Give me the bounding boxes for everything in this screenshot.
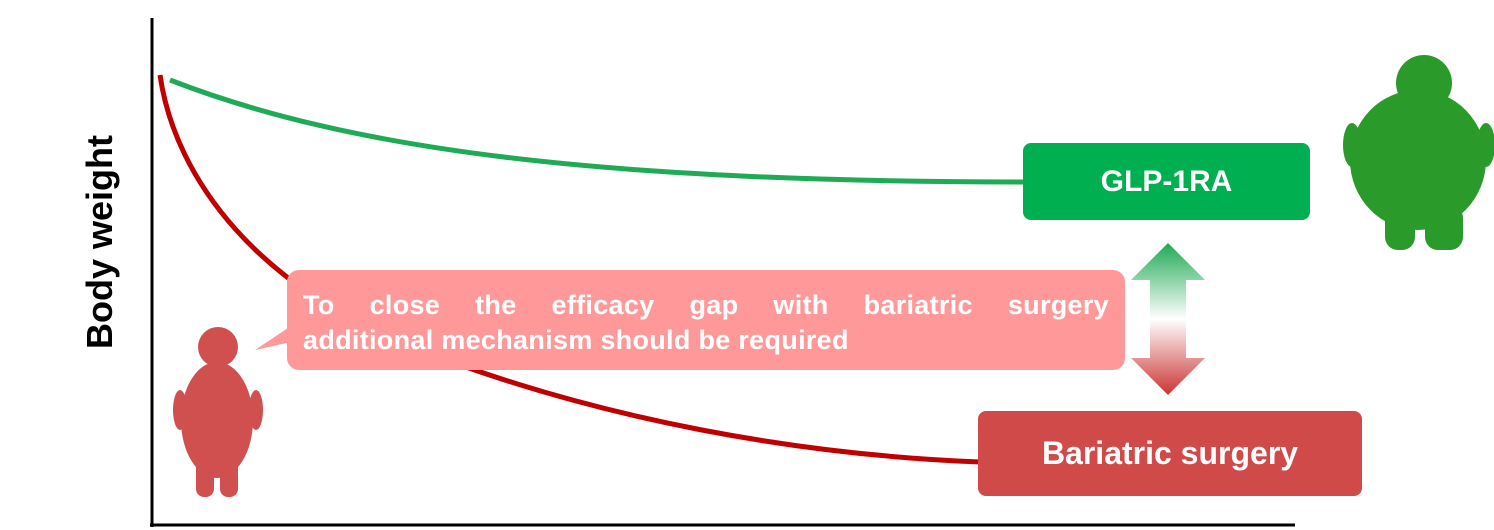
bariatric-label: Bariatric surgery [1041, 435, 1299, 471]
callout-line: additional mechanism should be required [303, 325, 849, 355]
bariatric-curve [157, 74, 981, 465]
bariatric-box [978, 411, 1362, 496]
glp1ra-curve [169, 77, 1026, 185]
gap-arrow [1131, 243, 1205, 395]
callout-box [287, 270, 1125, 370]
small-person-icon [173, 327, 263, 497]
callout: To close the efficacy gap with bariatric… [287, 270, 1125, 370]
y-axis-label: Body weight [79, 135, 120, 349]
callout-line: To close the efficacy gap with bariatric… [303, 290, 1109, 320]
large-person-icon [1343, 55, 1494, 250]
glp1ra-box [1023, 143, 1310, 220]
glp1ra-label: GLP-1RA [1100, 164, 1233, 198]
